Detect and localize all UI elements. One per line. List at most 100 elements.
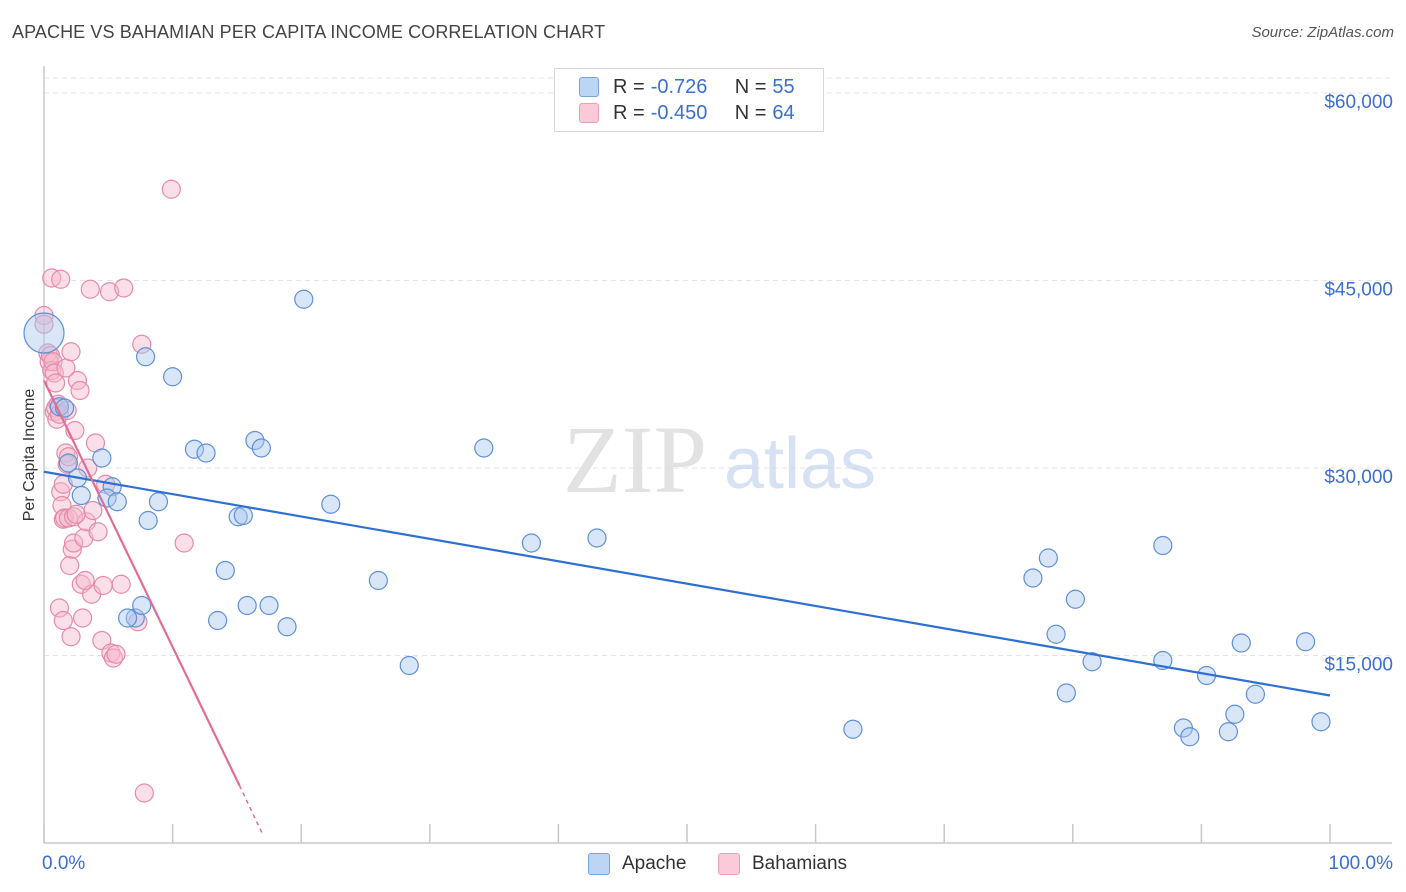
bahamians-point — [63, 507, 84, 527]
x-tick-label: 100.0% — [1329, 853, 1394, 874]
y-tick-label: $30,000 — [1324, 467, 1393, 488]
bahamians-point — [51, 482, 71, 502]
apache-point — [368, 570, 388, 591]
apache-point — [58, 453, 79, 473]
apache-point — [1245, 684, 1266, 704]
apache-point — [138, 510, 158, 531]
r-label: R = — [613, 101, 645, 124]
apache-legend-swatch — [588, 853, 610, 875]
trend-lines — [43, 380, 1331, 835]
bahamians-point — [66, 504, 86, 524]
apache-point — [1218, 722, 1239, 742]
apache-point — [184, 439, 205, 459]
apache-point — [233, 505, 253, 526]
bahamians-point — [49, 598, 70, 618]
apache-point — [92, 448, 112, 468]
bahamians-point — [61, 342, 81, 362]
apache-point — [251, 438, 271, 458]
watermark-zip: ZIP — [563, 406, 707, 513]
apache-point — [148, 492, 169, 512]
bahamians-point — [70, 380, 90, 401]
apache-point — [587, 528, 607, 548]
apache-point — [245, 430, 265, 451]
apache-point — [163, 367, 183, 387]
n-label: N = — [734, 75, 767, 98]
bahamians-point — [60, 555, 80, 576]
legend-row-apache: R = -0.726 N = 55 — [579, 75, 795, 99]
bahamians-trend-line — [43, 380, 241, 786]
bahamians-point — [58, 447, 79, 467]
r-label: R = — [613, 75, 645, 98]
r-value: -0.450 — [650, 101, 708, 124]
bahamians-point — [45, 373, 66, 393]
apache-point — [1180, 727, 1200, 747]
bahamians-point — [71, 574, 91, 594]
n-value: 55 — [772, 75, 795, 98]
apache-point — [71, 485, 91, 506]
bahamians-point — [75, 570, 95, 591]
bahamians-point — [88, 522, 108, 542]
apache-point — [1225, 704, 1245, 724]
apache-point — [107, 492, 127, 512]
bottom-legend-apache: Apache — [588, 853, 686, 875]
bahamians-point — [63, 533, 84, 553]
correlation-legend: R = -0.726 N = 55 R = -0.450 N = 64 — [554, 68, 824, 132]
source-label: Source: ZipAtlas.com — [1251, 24, 1394, 41]
apache-point — [135, 347, 156, 367]
apache-point — [1056, 683, 1076, 703]
bahamians-legend-swatch — [718, 853, 740, 875]
axes — [43, 66, 1392, 844]
watermark-atlas: atlas — [724, 424, 876, 504]
apache-point — [1153, 535, 1173, 556]
apache-point — [521, 533, 541, 553]
apache-point — [1231, 633, 1251, 653]
apache-point — [294, 289, 314, 309]
bahamians-point — [111, 574, 131, 594]
apache-trend-line — [43, 470, 1331, 697]
bahamians-point — [53, 610, 73, 631]
bahamians-point — [114, 278, 134, 298]
bahamians-point — [62, 539, 82, 559]
x-tick-label: 0.0% — [42, 853, 85, 874]
series-bahamians — [34, 179, 194, 803]
n-value: 64 — [772, 101, 795, 124]
bahamians-point — [74, 528, 94, 548]
apache-point — [399, 655, 419, 676]
bahamians-point — [34, 314, 54, 334]
apache-legend-label: Apache — [622, 853, 687, 874]
n-label: N = — [734, 101, 767, 124]
apache-point — [321, 494, 341, 514]
legend-row-bahamians: R = -0.450 N = 64 — [579, 101, 795, 125]
apache-point — [277, 617, 297, 637]
apache-point — [1023, 568, 1043, 588]
bahamians-point — [93, 575, 113, 596]
y-tick-label: $15,000 — [1324, 655, 1393, 676]
bahamians-point — [99, 282, 120, 302]
apache-point — [1038, 548, 1058, 568]
bahamians-point — [83, 500, 103, 521]
apache-point — [1082, 652, 1102, 672]
apache-point — [1046, 624, 1066, 644]
apache-point — [259, 595, 279, 616]
apache-point — [237, 595, 257, 616]
apache-point — [1295, 632, 1316, 652]
y-tick-label: $60,000 — [1324, 92, 1393, 113]
apache-point — [1311, 712, 1331, 732]
chart-title: APACHE VS BAHAMIAN PER CAPITA INCOME COR… — [12, 22, 606, 42]
bahamians-point — [61, 627, 81, 647]
bahamians-point — [132, 334, 152, 354]
apache-point — [1065, 589, 1085, 609]
bahamians-point — [174, 533, 194, 553]
apache-point — [215, 560, 235, 581]
bahamians-point — [72, 608, 93, 628]
bahamians-point — [52, 495, 72, 516]
bottom-legend-bahamians: Bahamians — [718, 853, 847, 875]
bahamians-legend-label: Bahamians — [752, 853, 848, 874]
apache-point — [125, 608, 145, 628]
bahamians-point — [80, 279, 100, 299]
gridlines — [44, 77, 1392, 656]
y-tick-label: $45,000 — [1324, 280, 1393, 301]
axis-labels: $15,000 $30,000 $45,000 $60,000 0.0% 100.0% — [42, 92, 1393, 874]
bahamians-point — [51, 269, 71, 289]
